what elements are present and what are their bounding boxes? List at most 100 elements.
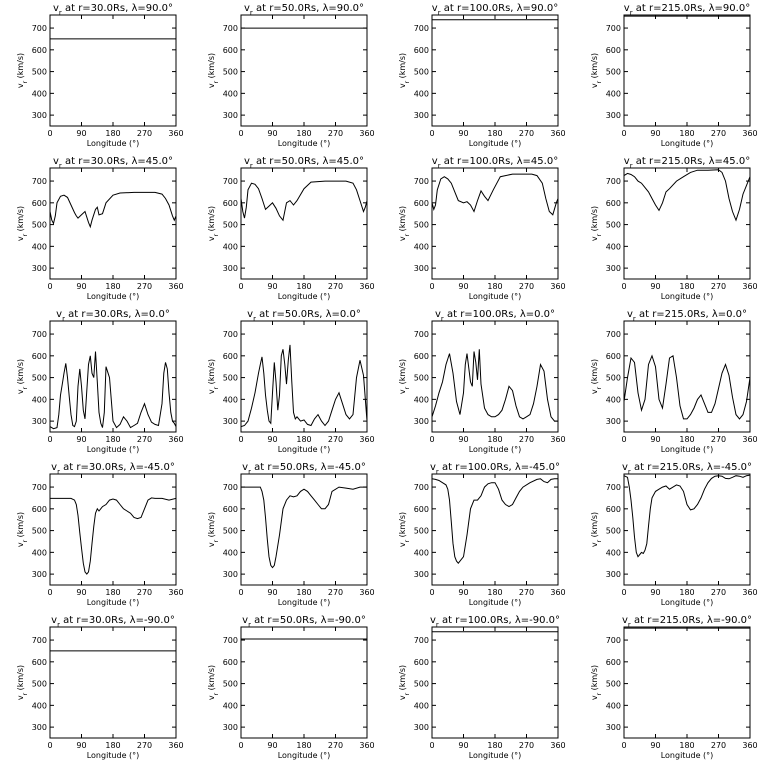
x-tick-label: 360: [550, 741, 565, 750]
chart-panel: vr at r=50.0Rs, λ=45.0° 0 90 180 270 360 300 40…: [207, 156, 375, 301]
chart-panel: vr at r=30.0Rs, λ=90.0° 0 90 180 270 360 300 40…: [16, 3, 184, 148]
y-tick-label: 400: [414, 89, 429, 98]
series-line: [241, 486, 367, 569]
x-tick-label: 360: [168, 588, 183, 597]
x-axis-label: Longitude (°): [87, 445, 140, 454]
x-tick-label: 360: [550, 435, 565, 444]
x-tick-label: 90: [267, 282, 277, 291]
x-tick-label: 360: [359, 588, 374, 597]
y-tick-label: 500: [223, 68, 238, 77]
x-axis-label: Longitude (°): [87, 598, 140, 607]
x-tick-label: 90: [458, 282, 468, 291]
series-line: [50, 191, 176, 229]
x-tick-label: 0: [429, 129, 434, 138]
y-tick-label: 500: [414, 374, 429, 383]
y-tick-label: 300: [414, 417, 429, 426]
x-tick-label: 90: [650, 282, 660, 291]
series-line: [241, 344, 367, 428]
y-tick-label: 300: [606, 264, 621, 273]
y-tick-label: 600: [223, 199, 238, 208]
plot-frame: [431, 473, 559, 586]
chart-panel: vr at r=100.0Rs, λ=90.0° 0 90 180 270 360 300 4…: [398, 3, 566, 148]
x-tick-label: 270: [137, 588, 152, 597]
y-tick-label: 400: [32, 242, 47, 251]
chart-panel: vr at r=215.0Rs, λ=-90.0° 0 90 180 270 360 300…: [590, 615, 758, 760]
panel-title: vr at r=50.0Rs, λ=0.0°: [247, 309, 361, 323]
x-axis-label: Longitude (°): [87, 751, 140, 760]
plot-frame: [240, 167, 368, 280]
y-tick-label: 400: [606, 242, 621, 251]
x-tick-label: 180: [679, 741, 694, 750]
panel-title: vr at r=215.0Rs, λ=90.0°: [624, 3, 750, 17]
y-tick-label: 500: [606, 527, 621, 536]
x-tick-label: 0: [47, 282, 52, 291]
x-tick-label: 90: [458, 741, 468, 750]
y-tick-label: 700: [606, 24, 621, 33]
x-tick-label: 0: [621, 129, 626, 138]
panel-title: vr at r=100.0Rs, λ=45.0°: [432, 156, 558, 170]
y-tick-label: 300: [606, 570, 621, 579]
y-tick-label: 300: [606, 417, 621, 426]
x-tick-label: 360: [359, 741, 374, 750]
x-tick-label: 0: [238, 435, 243, 444]
y-tick-label: 700: [223, 24, 238, 33]
chart-panel: vr at r=50.0Rs, λ=-90.0° 0 90 180 270 360 300 4…: [207, 615, 375, 760]
x-tick-label: 180: [679, 588, 694, 597]
x-axis-label: Longitude (°): [278, 598, 331, 607]
x-tick-label: 90: [267, 741, 277, 750]
y-tick-label: 500: [414, 527, 429, 536]
y-tick-label: 500: [414, 680, 429, 689]
x-tick-label: 0: [47, 588, 52, 597]
chart-panel: vr at r=50.0Rs, λ=90.0° 0 90 180 270 360 300 40…: [207, 3, 375, 148]
chart-panel: vr at r=215.0Rs, λ=-45.0° 0 90 180 270 360 300…: [590, 462, 758, 607]
x-tick-label: 360: [550, 588, 565, 597]
x-tick-label: 360: [168, 129, 183, 138]
y-tick-label: 700: [414, 330, 429, 339]
y-tick-label: 700: [223, 483, 238, 492]
x-tick-label: 360: [168, 741, 183, 750]
panel-title: vr at r=215.0Rs, λ=45.0°: [624, 156, 750, 170]
x-tick-label: 90: [76, 129, 86, 138]
y-tick-label: 500: [223, 527, 238, 536]
y-tick-label: 400: [223, 548, 238, 557]
x-tick-label: 360: [359, 129, 374, 138]
panel-title: vr at r=30.0Rs, λ=90.0°: [53, 3, 173, 17]
y-axis-label: vr (km/s): [590, 206, 603, 241]
x-axis-label: Longitude (°): [278, 445, 331, 454]
y-axis-label: vr (km/s): [207, 512, 220, 547]
x-tick-label: 0: [238, 129, 243, 138]
chart-panel: vr at r=50.0Rs, λ=-45.0° 0 90 180 270 360 300 4…: [207, 462, 375, 607]
x-tick-label: 180: [487, 741, 502, 750]
y-tick-label: 500: [414, 68, 429, 77]
y-axis-label: vr (km/s): [16, 206, 29, 241]
x-tick-label: 360: [550, 129, 565, 138]
y-tick-label: 500: [606, 374, 621, 383]
y-axis-label: vr (km/s): [207, 359, 220, 394]
y-tick-label: 400: [606, 701, 621, 710]
chart-panel: vr at r=215.0Rs, λ=45.0° 0 90 180 270 360 300 4…: [590, 156, 758, 301]
y-axis-label: vr (km/s): [207, 206, 220, 241]
plot-frame: [49, 626, 177, 739]
panel-title: vr at r=50.0Rs, λ=-45.0°: [242, 462, 366, 476]
chart-panel: vr at r=100.0Rs, λ=-45.0° 0 90 180 270 360 300…: [398, 462, 566, 607]
x-axis-label: Longitude (°): [661, 445, 714, 454]
y-tick-label: 300: [32, 570, 47, 579]
x-tick-label: 90: [267, 129, 277, 138]
y-tick-label: 500: [606, 68, 621, 77]
x-axis-label: Longitude (°): [87, 139, 140, 148]
panel-title: vr at r=215.0Rs, λ=0.0°: [627, 309, 747, 323]
panel-title: vr at r=30.0Rs, λ=45.0°: [53, 156, 173, 170]
x-tick-label: 90: [76, 588, 86, 597]
x-axis-label: Longitude (°): [278, 292, 331, 301]
panel-title: vr at r=50.0Rs, λ=90.0°: [244, 3, 364, 17]
x-tick-label: 270: [711, 435, 726, 444]
x-tick-label: 270: [328, 741, 343, 750]
x-tick-label: 270: [328, 282, 343, 291]
x-tick-label: 180: [296, 588, 311, 597]
y-tick-label: 400: [414, 242, 429, 251]
x-tick-label: 0: [47, 435, 52, 444]
series-line: [432, 349, 558, 422]
x-tick-label: 0: [621, 588, 626, 597]
x-tick-label: 0: [238, 282, 243, 291]
y-axis-label: vr (km/s): [590, 53, 603, 88]
